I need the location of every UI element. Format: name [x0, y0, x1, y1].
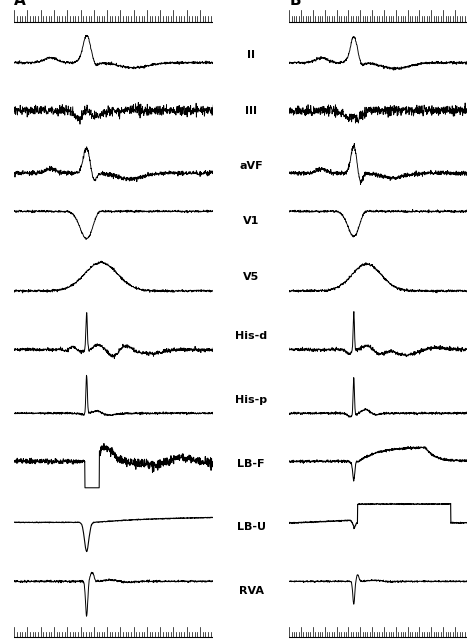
Text: III: III — [245, 106, 257, 116]
Text: II: II — [247, 50, 255, 60]
Text: V5: V5 — [243, 271, 259, 282]
Text: B: B — [289, 0, 301, 8]
Text: A: A — [14, 0, 26, 8]
Text: LB-U: LB-U — [237, 522, 266, 532]
Text: His-p: His-p — [235, 395, 267, 405]
Text: aVF: aVF — [239, 161, 263, 171]
Text: His-d: His-d — [235, 331, 267, 341]
Text: RVA: RVA — [239, 586, 264, 596]
Text: V1: V1 — [243, 216, 259, 227]
Text: LB-F: LB-F — [237, 458, 265, 468]
